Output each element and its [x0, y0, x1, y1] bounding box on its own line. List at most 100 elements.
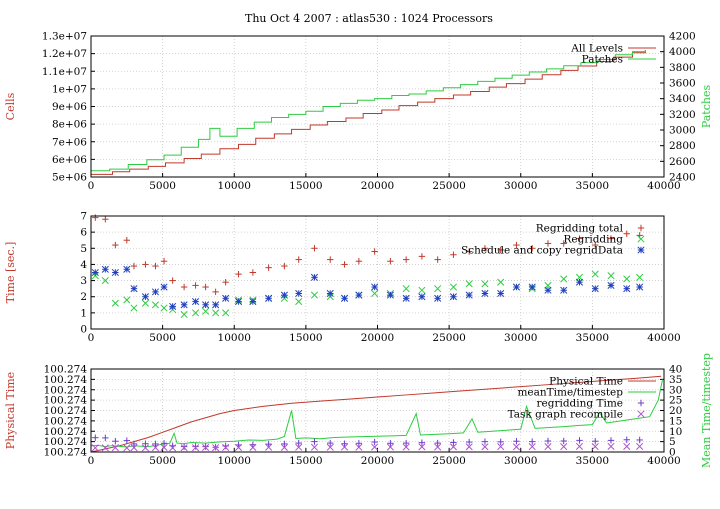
y2-tick-label: 30 [669, 384, 682, 396]
data-point-d2 [449, 283, 457, 291]
y-tick-label: 100.274 [44, 364, 88, 376]
legend-label: Physical Time [549, 376, 623, 388]
legend-label: Regridding [563, 234, 623, 246]
y-tick-label: 7 [80, 211, 87, 223]
x-tick-label: 0 [88, 180, 95, 192]
data-point-d2 [180, 444, 188, 452]
y2-tick-label: 2600 [669, 156, 696, 168]
data-point-d2 [636, 283, 644, 291]
data-point-d2 [418, 293, 426, 301]
x-tick-label: 35000 [576, 455, 609, 467]
data-point-d2 [449, 293, 457, 301]
y2-tick-label: 3800 [669, 62, 696, 74]
y2-axis-label: Mean Time/timestep [700, 353, 713, 468]
data-point-d2 [310, 273, 319, 281]
data-point-d2 [434, 443, 442, 451]
data-point-d2 [180, 301, 188, 309]
x-tick-label: 0 [88, 332, 95, 344]
y-tick-label: 100.274 [44, 395, 88, 407]
data-point-d2 [623, 285, 631, 293]
x-tick-label: 10000 [218, 455, 251, 467]
y-tick-label: 7e+06 [52, 136, 87, 148]
data-point-d2 [123, 265, 131, 273]
y-tick-label: 1.3e+07 [42, 31, 87, 43]
data-point-d2 [591, 443, 599, 451]
x-tick-label: 35000 [576, 180, 609, 192]
data-point-d2 [91, 272, 99, 280]
data-point-d2 [222, 443, 230, 451]
data-point-d2 [295, 298, 303, 306]
data-point-d2 [449, 443, 457, 451]
data-point-d2 [130, 285, 138, 293]
x-tick-label: 20000 [361, 332, 394, 344]
data-point-d2 [202, 443, 210, 451]
legend-label: All Levels [570, 43, 623, 55]
y-axis-label: Time [sec.] [4, 242, 17, 304]
data-point-d2 [512, 443, 521, 451]
data-point-d2 [130, 304, 138, 312]
data-point-d2 [355, 291, 363, 299]
data-point-d2 [386, 291, 394, 299]
data-point-d2 [326, 289, 334, 298]
data-point-d2 [265, 443, 273, 451]
data-point-d2 [371, 283, 379, 291]
x-tick-label: 5000 [149, 332, 176, 344]
y-tick-label: 1e+07 [52, 83, 87, 95]
series-physical-time [90, 375, 662, 453]
series-regridding-total [92, 214, 643, 296]
data-point-d2 [141, 444, 149, 452]
data-point-d2 [355, 443, 363, 451]
data-point-d2 [280, 294, 288, 302]
data-point-d2 [212, 309, 220, 317]
data-point-d2 [310, 291, 319, 299]
data-point-d2 [434, 285, 442, 293]
data-point-d2 [295, 289, 303, 298]
data-point-d2 [481, 280, 489, 288]
data-point-d2 [160, 304, 168, 312]
legend-label: Schedule and copy regridData [461, 245, 623, 257]
data-point-d2 [623, 275, 631, 283]
data-point-d2 [160, 283, 168, 291]
y2-tick-label: 20 [669, 405, 682, 417]
data-point-d2 [111, 444, 119, 452]
x-tick-label: 20000 [361, 455, 394, 467]
legend-marker-d2 [637, 410, 645, 418]
y-tick-label: 5e+06 [52, 172, 87, 184]
data-point-d2 [607, 272, 615, 280]
panel-1: 0 5000 10000 15000 20000 25000 30000 35000 40000… [4, 31, 713, 193]
y-tick-label: 1 [80, 307, 87, 319]
data-point-d2 [234, 443, 243, 451]
data-point-d2 [481, 443, 489, 451]
data-point-d2 [222, 309, 230, 317]
data-point-d2 [101, 265, 109, 273]
data-point-d2 [169, 444, 177, 452]
legend-marker-d2 [637, 246, 645, 254]
x-tick-label: 0 [88, 455, 95, 467]
data-point-d2 [222, 294, 230, 302]
data-point-d2 [560, 286, 568, 294]
y2-tick-label: 15 [669, 415, 682, 427]
data-point-d2 [402, 285, 410, 293]
data-point-d2 [591, 285, 599, 293]
x-tick-label: 25000 [432, 180, 465, 192]
x-tick-label: 35000 [576, 332, 609, 344]
x-tick-label: 5000 [149, 455, 176, 467]
data-point-d2 [192, 298, 200, 306]
data-point-d2 [151, 288, 160, 296]
data-point-d2 [544, 443, 552, 451]
legend-marker-d2 [637, 235, 645, 243]
data-point-d2 [386, 443, 394, 451]
y-tick-label: 3 [80, 275, 87, 287]
y2-axis-label: Patches [700, 85, 713, 129]
data-point-d2 [575, 442, 584, 450]
y-tick-label: 6e+06 [52, 154, 87, 166]
data-point-d2 [607, 281, 615, 289]
panel-3: 0 5000 10000 15000 20000 25000 30000 35000 40000… [4, 353, 713, 468]
x-tick-label: 25000 [432, 455, 465, 467]
data-point-d2 [91, 444, 99, 452]
data-point-d2 [169, 306, 177, 314]
legend-label: meanTime/timestep [517, 387, 623, 399]
data-point-d2 [160, 443, 168, 451]
data-point-d2 [418, 286, 426, 294]
